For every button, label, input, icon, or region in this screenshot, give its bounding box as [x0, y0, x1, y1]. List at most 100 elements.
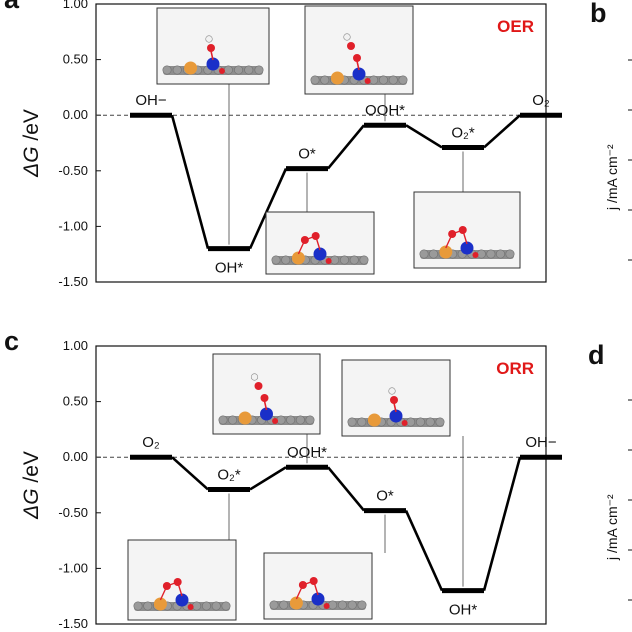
c-connector — [249, 466, 287, 491]
a-structure-thumbnail-carbon-atom — [495, 249, 505, 259]
a-structure-thumbnail-bond — [210, 50, 214, 61]
c-structure-thumbnail-carbon-atom — [357, 417, 367, 427]
a-connector — [326, 124, 366, 170]
c-structure-thumbnail-carbon-atom — [305, 415, 315, 425]
a-structure-thumbnail-fe-atom — [291, 251, 305, 265]
c-structure-thumbnail-fe-atom — [367, 413, 381, 427]
c-structure-thumbnail — [212, 353, 321, 435]
a-structure-thumbnail-carbon-atom — [310, 75, 320, 85]
a-connector — [248, 168, 288, 250]
c-structure-thumbnail-carbon-atom — [279, 600, 289, 610]
c-ytick-label: -1.00 — [58, 560, 88, 575]
a-structure-thumbnail-o-atom — [347, 42, 355, 50]
c-structure-thumbnail-carbon-atom — [295, 415, 305, 425]
c-ytick-label: -0.50 — [58, 505, 88, 520]
c-structure-thumbnail-carbon-atom — [406, 417, 416, 427]
c-state-label: O₂* — [217, 466, 240, 483]
a-structure-thumbnail-bond — [297, 235, 321, 255]
panel-c-orr: 1.00 0.50 0.00 -0.50 -1.00 -1.50 ΔG /eV c ORR O₂ O… — [4, 326, 562, 631]
c-structure-thumbnail-carbon-atom — [228, 415, 238, 425]
a-structure-thumbnail-o-atom-surface — [472, 252, 479, 258]
a-structure-thumbnail-o-atom-surface — [218, 68, 225, 74]
a-structure-thumbnail-carbon-atom — [378, 75, 388, 85]
c-structure-thumbnail-carbon-atom — [192, 601, 202, 611]
a-structure-thumbnail-fe-atom — [330, 71, 344, 85]
c-structure-thumbnail-carbon-atom — [347, 600, 357, 610]
c-structure-thumbnail-carbon-atom — [328, 600, 338, 610]
c-structure-thumbnail-o-atom — [254, 382, 263, 390]
c-structure-thumbnail-bond — [159, 581, 183, 601]
a-structure-thumbnail — [304, 5, 414, 95]
a-state-label: OH− — [135, 92, 167, 109]
a-structure-thumbnail-carbon-atom — [162, 65, 172, 75]
a-structure-thumbnail-fe-atom — [184, 61, 198, 75]
c-structure-thumbnail — [263, 552, 373, 620]
c-ytick-label: 0.50 — [63, 394, 88, 409]
c-structure-thumbnail-fe-atom — [289, 596, 303, 610]
c-state-label: O₂ — [142, 434, 160, 451]
a-connector — [405, 124, 443, 149]
a-structure-thumbnail-carbon-atom — [486, 249, 496, 259]
panel-letter-b: b — [590, 0, 607, 28]
a-ytick-label: 1.00 — [63, 0, 88, 11]
c-structure-thumbnail-o-atom — [390, 396, 398, 404]
c-structure-thumbnail-n-atom — [389, 409, 403, 423]
c-ylabel-unit: /eV — [20, 451, 43, 488]
a-ylabel-symbol: ΔG — [20, 146, 43, 177]
c-structure-thumbnail-carbon-atom — [337, 600, 347, 610]
a-structure-thumbnail — [156, 7, 270, 85]
a-ylabel: ΔG /eV — [20, 109, 43, 178]
c-connector — [326, 466, 366, 512]
a-structure-thumbnail-carbon-atom — [349, 255, 359, 265]
c-structure-thumbnail-o-atom-surface — [323, 603, 330, 609]
a-structure-thumbnail-carbon-atom — [429, 249, 439, 259]
a-structure-thumbnail-fe-atom — [439, 245, 453, 259]
c-connector — [404, 510, 444, 592]
a-ytick-label: 0.00 — [63, 107, 88, 122]
a-structure-thumbnail-carbon-atom — [281, 255, 291, 265]
a-structure-thumbnail-o-atom-surface — [364, 78, 371, 84]
a-structure-thumbnail-carbon-atom — [234, 65, 244, 75]
c-structure-thumbnail-bond — [393, 402, 397, 413]
a-connector — [483, 114, 521, 149]
c-structure-thumbnail-h-atom — [250, 373, 259, 381]
panel-b-ylabel: j /mA cm⁻² — [604, 144, 620, 211]
a-structure-thumbnail-bond — [356, 60, 360, 71]
a-reaction-tag: OER — [497, 17, 534, 36]
a-structure-thumbnail-carbon-atom — [244, 65, 254, 75]
a-structure-thumbnail-carbon-atom — [320, 75, 330, 85]
a-structure-thumbnail — [265, 211, 375, 275]
a-structure-thumbnail-carbon-atom — [172, 65, 182, 75]
a-structure-thumbnail-carbon-atom — [476, 249, 486, 259]
c-structure-thumbnail-carbon-atom — [211, 601, 221, 611]
a-structure-thumbnail-carbon-atom — [330, 255, 340, 265]
c-ytick-label: -1.50 — [58, 616, 88, 631]
a-structure-thumbnail-o-atom — [207, 44, 215, 52]
c-structure-thumbnail-carbon-atom — [269, 600, 279, 610]
c-ylabel-symbol: ΔG — [20, 488, 43, 519]
a-structure-thumbnail-o-atom — [353, 54, 361, 62]
c-structure-thumbnail-bond — [295, 580, 319, 600]
a-ytick-label: -1.00 — [58, 218, 88, 233]
c-connector — [482, 456, 522, 591]
a-ylabel-unit: /eV — [20, 109, 43, 146]
a-structure-thumbnail-o-atom-surface — [325, 258, 332, 264]
a-state-label: O₂* — [451, 124, 474, 141]
c-structure-thumbnail-h-atom — [388, 387, 396, 395]
a-structure-thumbnail-carbon-atom — [254, 65, 264, 75]
c-structure-thumbnail-carbon-atom — [276, 415, 286, 425]
c-structure-thumbnail-bond — [263, 400, 268, 411]
a-structure-thumbnail-n-atom — [206, 57, 220, 71]
c-structure-thumbnail-n-atom — [175, 593, 189, 607]
a-connector — [170, 114, 210, 249]
a-state-label: O₂ — [532, 92, 550, 109]
panel-letter-d: d — [588, 340, 605, 370]
c-structure-thumbnail-carbon-atom — [286, 415, 296, 425]
a-structure-thumbnail-carbon-atom — [388, 75, 398, 85]
a-structure-thumbnail-n-atom — [460, 241, 474, 255]
a-structure-thumbnail-carbon-atom — [359, 255, 369, 265]
a-ytick-label: -0.50 — [58, 163, 88, 178]
a-structure-thumbnail-bond — [445, 229, 468, 249]
panel-d-ylabel: j /mA cm⁻² — [604, 494, 620, 561]
